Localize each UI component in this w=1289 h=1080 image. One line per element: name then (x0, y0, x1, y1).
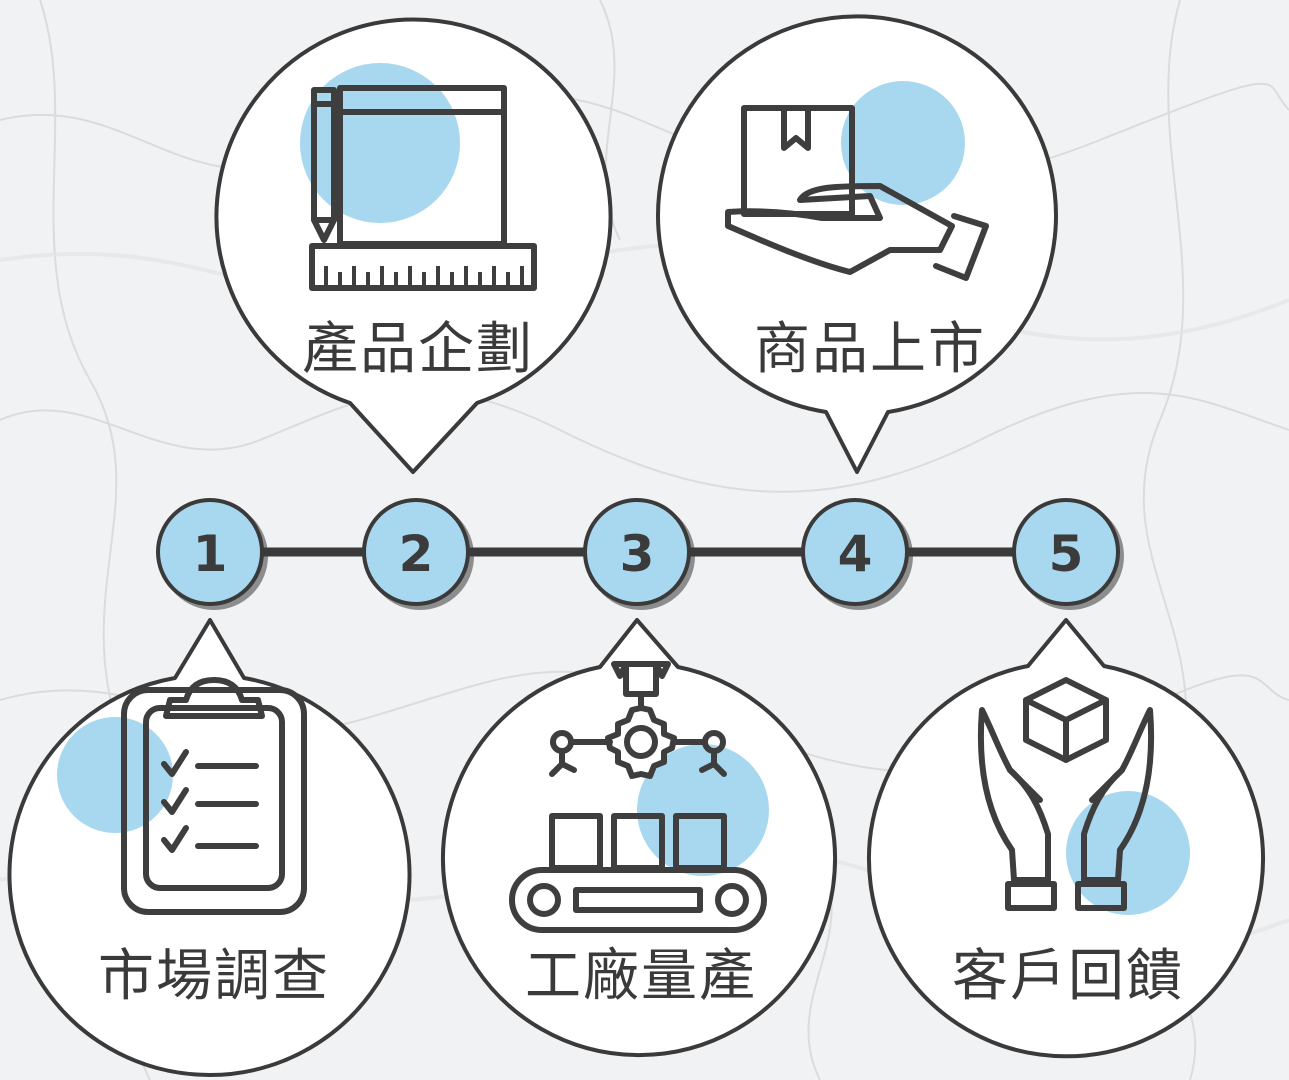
step-4-bubble: 商品上市 (656, 14, 1058, 474)
step-2-number: 2 (399, 525, 434, 583)
step-3-node: 3 (583, 498, 695, 610)
step-1-node: 1 (156, 498, 268, 610)
step-3-number: 3 (620, 525, 655, 583)
step-1-label: 市場調查 (98, 944, 330, 1009)
step-5-bubble: 客戶回饋 (867, 618, 1265, 1059)
step-1-bubble: 市場調查 (7, 618, 412, 1077)
clipboard-checklist-icon (121, 677, 307, 915)
step-5-label: 客戶回饋 (952, 944, 1184, 1009)
step-5-node: 5 (1012, 498, 1124, 610)
step-3-label: 工廠量產 (525, 944, 757, 1009)
step-1-number: 1 (193, 525, 228, 583)
step-5-number: 5 (1049, 525, 1084, 583)
step-2-bubble: 產品企劃 (214, 17, 613, 474)
step-3-bubble: 工廠量產 (441, 618, 837, 1057)
hands-with-box-icon (977, 677, 1155, 911)
step-4-number: 4 (838, 525, 873, 583)
step-2-node: 2 (362, 498, 474, 610)
step-4-node: 4 (801, 498, 913, 610)
step-4-label: 商品上市 (754, 317, 986, 382)
step-2-label: 產品企劃 (302, 317, 534, 382)
hand-holding-box-icon (725, 105, 989, 281)
pencil-ruler-board-icon (309, 85, 537, 291)
robot-conveyor-icon (509, 661, 767, 933)
